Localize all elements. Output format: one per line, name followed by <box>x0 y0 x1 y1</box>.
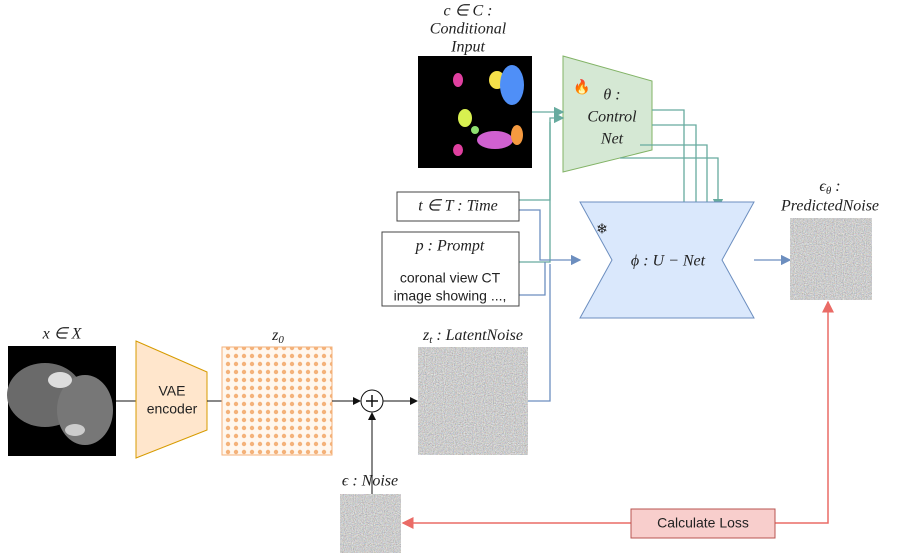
controlnet-label: θ : <box>603 87 620 104</box>
unet-label: ϕ : U − Net <box>631 253 706 270</box>
controlnet-label: Net <box>600 131 624 148</box>
noise-image <box>340 494 401 553</box>
pred-label: PredictedNoise <box>780 198 879 215</box>
prompt-title: p : Prompt <box>415 238 485 255</box>
time-label: t ∈ T : Time <box>418 198 497 215</box>
cond-label: Conditional <box>430 21 507 38</box>
pred-label: ϵθ : <box>819 178 840 197</box>
fire-icon: 🔥 <box>573 79 590 96</box>
cond-label: c ∈ C : <box>443 3 492 20</box>
diagram: c ∈ C : Conditional Input 🔥 θ : Control … <box>0 0 901 553</box>
snowflake-icon: ❄ <box>596 221 608 237</box>
prompt-text: coronal view CT <box>400 270 501 286</box>
z0-label: z0 <box>271 327 284 346</box>
vae-block <box>136 341 207 458</box>
input-label: x ∈ X <box>42 326 83 343</box>
noise-image <box>418 347 528 455</box>
segmentation-image <box>418 56 532 168</box>
prompt-text: image showing ..., <box>394 288 507 304</box>
controlnet-label: Control <box>587 109 637 126</box>
latent-label: zt : LatentNoise <box>422 327 523 346</box>
ct-image <box>7 346 116 456</box>
latent-grid <box>222 347 332 455</box>
cond-label: Input <box>450 39 485 56</box>
vae-label: encoder <box>147 401 198 417</box>
loss-label: Calculate Loss <box>657 515 749 531</box>
noise-image <box>790 218 872 300</box>
vae-label: VAE <box>159 383 186 399</box>
noise-label: ϵ : Noise <box>342 473 398 490</box>
